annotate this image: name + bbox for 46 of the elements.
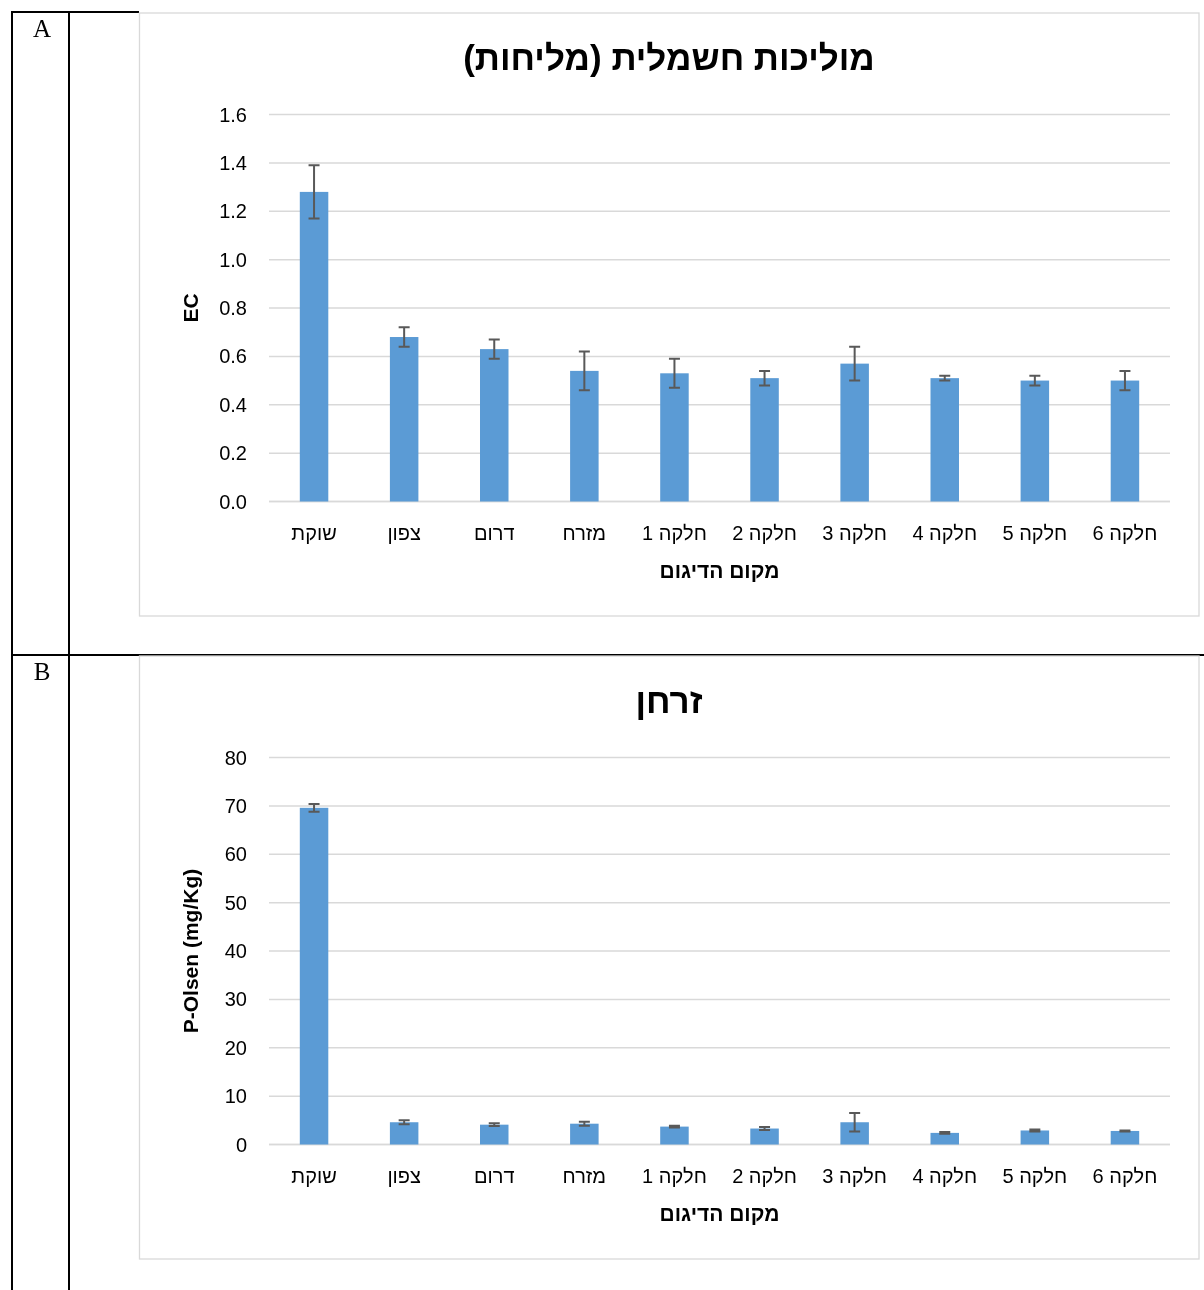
y-axis-title: P-Olsen (mg/Kg)	[179, 868, 202, 1034]
x-tick-label: שוקת	[291, 1165, 337, 1187]
x-tick-label: חלקה 2	[732, 522, 797, 544]
x-tick-label: חלקה 6	[1092, 522, 1158, 544]
y-tick-label: 70	[224, 794, 247, 817]
x-tick-label: חלקה 1	[642, 1165, 707, 1187]
x-tick-label: שוקת	[291, 522, 337, 544]
x-tick-label: חלקה 5	[1002, 1165, 1068, 1187]
x-tick-label: חלקה 3	[822, 522, 888, 544]
x-axis-title: מקום הדיגום	[659, 559, 780, 582]
x-tick-label: צפון	[387, 1165, 421, 1187]
y-tick-label: 1.2	[219, 200, 247, 223]
y-tick-label: 40	[224, 940, 247, 962]
y-tick-label: 0.6	[219, 345, 247, 368]
y-tick-label: 0.2	[219, 442, 247, 465]
text: B	[33, 658, 51, 685]
x-tick-label: חלקה 1	[642, 522, 707, 544]
y-tick-label: 80	[224, 746, 247, 769]
x-tick-label: חלקה 6	[1092, 1165, 1158, 1187]
x-tick-label: חלקה 3	[822, 1165, 888, 1187]
y-axis-title: EC	[179, 293, 202, 323]
y-tick-label: 1.0	[219, 248, 247, 271]
chart-title: מוליכות חשמלית (מליחות)	[463, 38, 875, 77]
x-tick-label: חלקה 2	[732, 1165, 797, 1187]
text: A	[32, 15, 52, 42]
y-tick-label: 50	[224, 891, 247, 914]
y-tick-label: 60	[224, 843, 247, 866]
x-tick-label: דרום	[473, 1165, 515, 1187]
chart-title: זרחן	[635, 681, 703, 720]
y-tick-label: 20	[224, 1036, 247, 1059]
x-tick-label: צפון	[387, 522, 421, 544]
x-tick-label: מזרח	[562, 522, 607, 544]
y-tick-label: 1.6	[219, 103, 247, 126]
x-tick-label: מזרח	[562, 1165, 607, 1187]
y-tick-label: 0.0	[219, 490, 247, 513]
x-tick-label: חלקה 4	[912, 1165, 978, 1187]
y-tick-label: 0.8	[219, 297, 247, 319]
y-tick-label: 0.4	[219, 393, 247, 416]
y-tick-label: 30	[224, 988, 247, 1011]
y-tick-label: 10	[224, 1085, 247, 1108]
x-axis-title: מקום הדיגום	[659, 1202, 780, 1225]
y-tick-label: 1.4	[219, 151, 247, 174]
x-tick-label: חלקה 5	[1002, 522, 1068, 544]
y-tick-label: 0	[235, 1133, 247, 1156]
x-tick-label: דרום	[473, 522, 515, 544]
x-tick-label: חלקה 4	[912, 522, 978, 544]
